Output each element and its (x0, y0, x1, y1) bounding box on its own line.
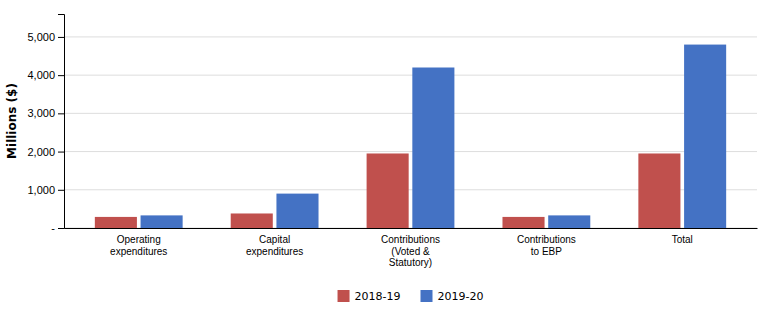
y-tick: 4,000 (27, 69, 64, 81)
y-tick: 5,000 (27, 31, 64, 43)
bar (412, 68, 454, 229)
bar (231, 213, 273, 228)
bar (276, 194, 318, 228)
y-tick-mark (58, 152, 64, 153)
legend-item: 2019-20 (421, 290, 484, 303)
x-tick: Operatingexpenditures (110, 234, 167, 257)
bar (502, 217, 544, 228)
bar (95, 217, 137, 228)
y-tick: 2,000 (27, 146, 64, 158)
x-axis: OperatingexpendituresCapitalexpenditures… (65, 229, 758, 269)
grid-line (64, 36, 757, 37)
bar (638, 153, 680, 228)
bar (367, 153, 409, 228)
y-axis: - 1,000 2,000 3,000 4,000 5,000 (27, 15, 64, 235)
x-tick: Contributionsto EBP (517, 234, 576, 257)
y-tick: 1,000 (27, 184, 64, 196)
y-tick-label: 3,000 (27, 107, 55, 119)
x-tick-label-line: to EBP (531, 246, 562, 257)
chart-container: -1,0002,0003,0004,0005,000Operatingexpen… (0, 0, 773, 310)
chart: -1,0002,0003,0004,0005,000Operatingexpen… (0, 0, 773, 310)
x-tick-label-line: Contributions (381, 234, 440, 245)
y-tick-mark (58, 37, 64, 38)
x-tick-label-line: Capital (259, 234, 290, 245)
x-tick-label-line: expenditures (246, 246, 303, 257)
x-tick: Contributions(Voted &Statutory) (381, 234, 440, 268)
y-tick: 3,000 (27, 107, 64, 119)
x-tick-label: Contributions(Voted &Statutory) (381, 234, 440, 268)
legend-item: 2018-19 (338, 290, 401, 303)
y-tick-label: 5,000 (27, 31, 55, 43)
legend-label: 2019-20 (438, 290, 484, 303)
bar-series (141, 45, 727, 228)
x-tick-label: Total (672, 234, 693, 245)
bar-series (95, 153, 681, 228)
y-tick-mark (58, 113, 64, 114)
x-tick-label: Capitalexpenditures (246, 234, 303, 257)
bar (141, 215, 183, 228)
grid-line (64, 151, 757, 152)
x-tick-label: Contributionsto EBP (517, 234, 576, 257)
x-tick-label-line: Contributions (517, 234, 576, 245)
x-axis-line (65, 228, 758, 229)
legend-label: 2018-19 (355, 290, 401, 303)
x-tick-label-line: (Voted & (391, 246, 430, 257)
y-tick-mark (58, 190, 64, 191)
x-tick: Capitalexpenditures (246, 234, 303, 257)
legend: 2018-19 2019-20 (338, 290, 484, 303)
grid (64, 37, 757, 228)
y-tick: - (51, 222, 64, 234)
y-tick-mark (58, 228, 64, 229)
bars (95, 45, 726, 228)
y-tick-label: 4,000 (27, 69, 55, 81)
grid-line (64, 113, 757, 114)
y-tick-label: - (51, 222, 55, 234)
plot: -1,0002,0003,0004,0005,000Operatingexpen… (27, 15, 757, 269)
legend-swatch (338, 290, 350, 302)
x-tick-label-line: Statutory) (389, 257, 432, 268)
legend-swatch (421, 290, 433, 302)
y-axis-title: Millions ($) (5, 83, 19, 159)
x-tick-label-line: Total (672, 234, 693, 245)
y-tick-label: 2,000 (27, 146, 55, 158)
x-tick: Total (672, 234, 693, 245)
y-tick-mark (58, 75, 64, 76)
bar (548, 215, 590, 228)
x-tick-label-line: Operating (117, 234, 161, 245)
x-tick-label-line: expenditures (110, 246, 167, 257)
y-tick-label: 1,000 (27, 184, 55, 196)
x-tick-label: Operatingexpenditures (110, 234, 167, 257)
bar (684, 45, 726, 228)
grid-line (64, 75, 757, 76)
y-axis-line (58, 15, 65, 229)
